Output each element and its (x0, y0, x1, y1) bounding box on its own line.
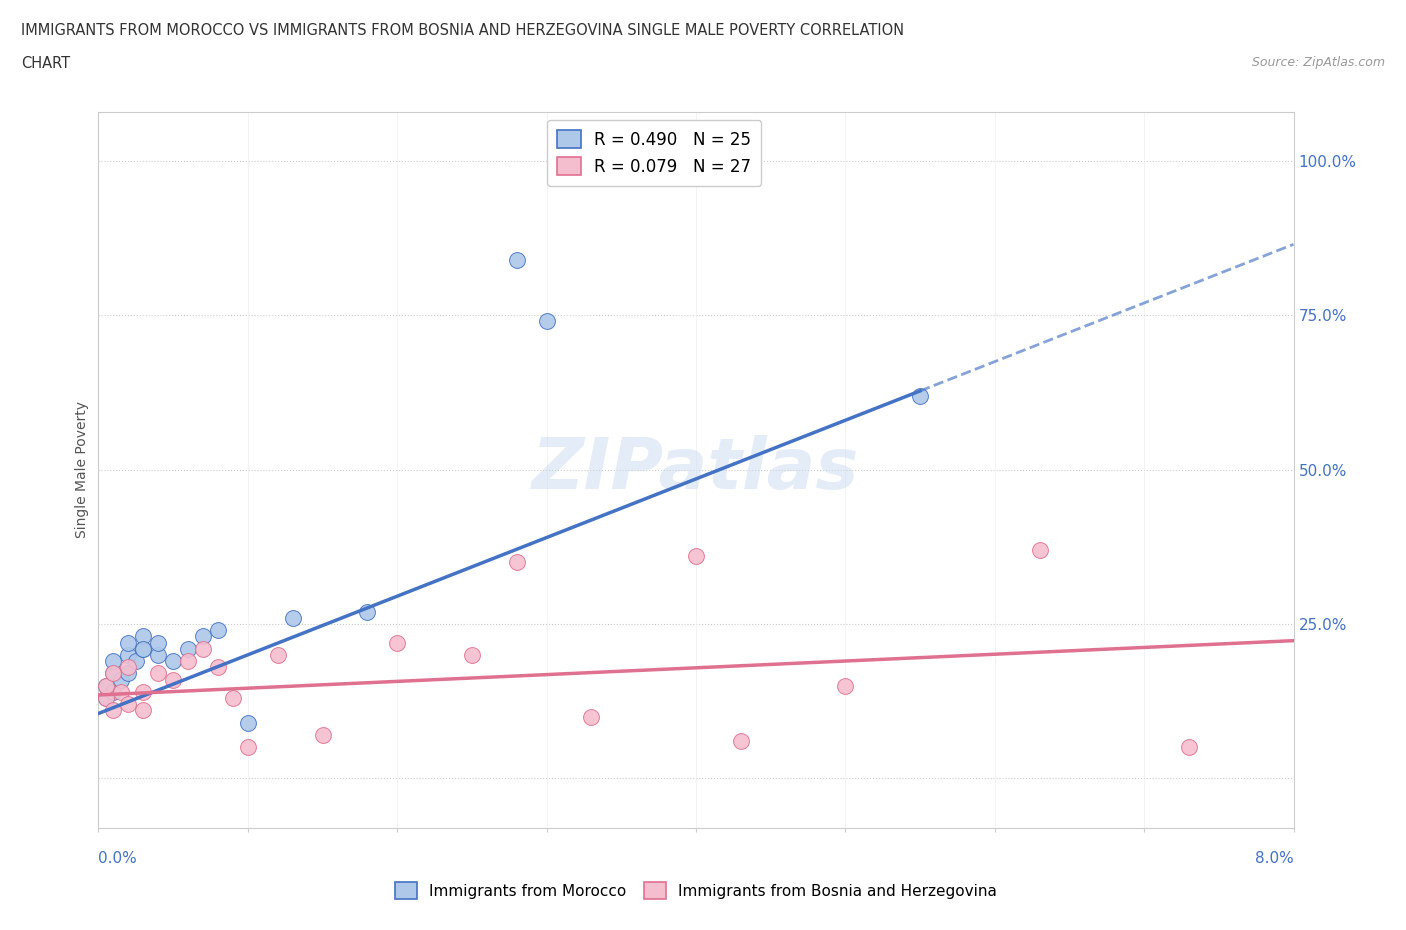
Point (267, 647, 290, 662)
Point (191, 642, 214, 657)
Point (94, 678, 117, 693)
Point (685, 549, 707, 564)
Point (311, 727, 333, 742)
Legend: Immigrants from Morocco, Immigrants from Bosnia and Herzegovina: Immigrants from Morocco, Immigrants from… (388, 874, 1004, 907)
Text: IMMIGRANTS FROM MOROCCO VS IMMIGRANTS FROM BOSNIA AND HERZEGOVINA SINGLE MALE PO: IMMIGRANTS FROM MOROCCO VS IMMIGRANTS FR… (21, 23, 904, 38)
Point (177, 642, 200, 657)
Point (148, 635, 170, 650)
Point (117, 635, 139, 650)
Point (132, 642, 155, 657)
Point (94, 691, 117, 706)
Point (132, 629, 155, 644)
Point (162, 654, 184, 669)
Point (94, 678, 117, 693)
Point (132, 642, 155, 657)
Y-axis label: Single Male Poverty: Single Male Poverty (76, 401, 90, 538)
Point (103, 684, 125, 699)
Point (103, 703, 125, 718)
Point (103, 666, 125, 681)
Point (356, 604, 378, 619)
Point (581, 710, 603, 724)
Point (207, 623, 229, 638)
Point (103, 666, 125, 681)
Point (385, 635, 409, 650)
Text: 0.0%: 0.0% (98, 851, 138, 866)
Point (506, 252, 529, 267)
Point (148, 666, 170, 681)
Point (148, 647, 170, 662)
Point (908, 388, 931, 403)
Text: 8.0%: 8.0% (1254, 851, 1294, 866)
Point (191, 629, 214, 644)
Point (117, 697, 139, 711)
Point (281, 610, 304, 625)
Point (103, 654, 125, 669)
Point (506, 555, 529, 570)
Point (207, 659, 229, 674)
Legend: R = 0.490   N = 25, R = 0.079   N = 27: R = 0.490 N = 25, R = 0.079 N = 27 (547, 120, 761, 186)
Text: CHART: CHART (21, 56, 70, 71)
Point (117, 647, 139, 662)
Point (117, 666, 139, 681)
Point (94, 691, 117, 706)
Point (1178, 740, 1201, 755)
Point (125, 654, 148, 669)
Point (236, 740, 259, 755)
Point (132, 703, 155, 718)
Point (110, 672, 132, 687)
Point (162, 672, 184, 687)
Point (222, 691, 245, 706)
Point (834, 678, 856, 693)
Point (1028, 542, 1050, 557)
Text: Source: ZipAtlas.com: Source: ZipAtlas.com (1251, 56, 1385, 69)
Point (132, 684, 155, 699)
Point (461, 647, 484, 662)
Point (730, 734, 752, 749)
Point (110, 684, 132, 699)
Text: ZIPatlas: ZIPatlas (533, 435, 859, 504)
Point (177, 654, 200, 669)
Point (117, 659, 139, 674)
Point (536, 314, 558, 329)
Point (236, 715, 259, 730)
